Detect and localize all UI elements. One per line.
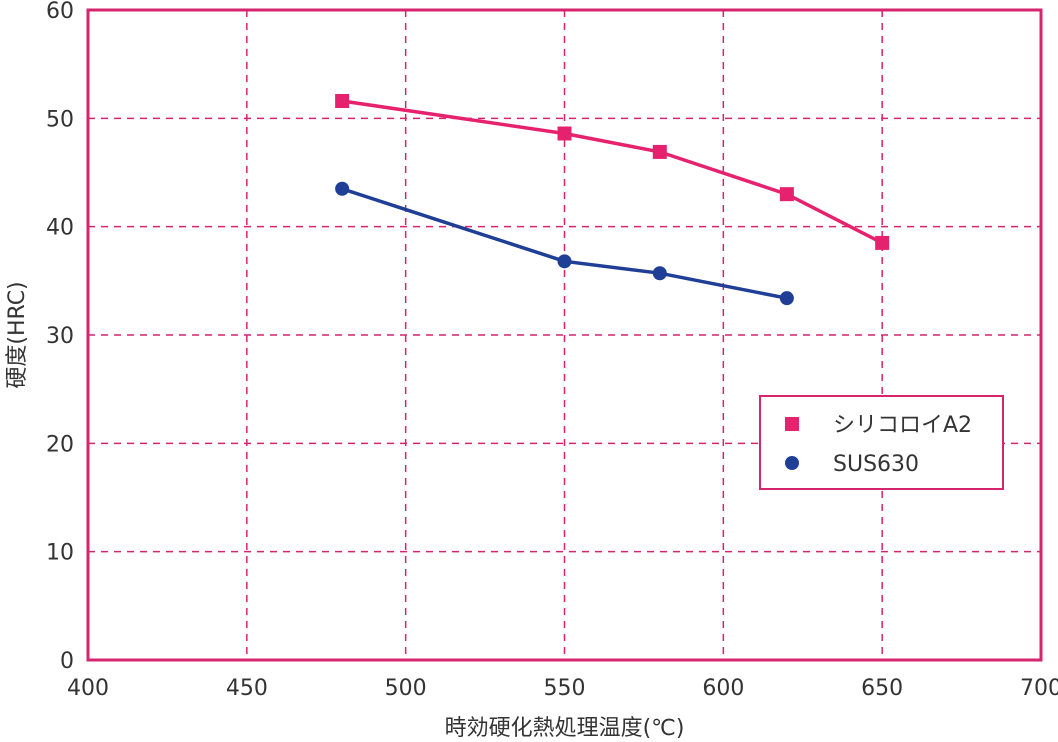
series-group bbox=[335, 94, 890, 306]
plot-frame bbox=[86, 8, 1043, 662]
legend-marker-square bbox=[785, 417, 799, 431]
data-point-circle bbox=[779, 291, 794, 306]
data-point-square bbox=[652, 144, 667, 159]
data-point-square bbox=[335, 94, 350, 108]
legend: シリコロイA2 SUS630 bbox=[759, 395, 1004, 490]
data-point-circle bbox=[652, 266, 667, 281]
y-tick-labels: 0 10 20 30 40 50 60 bbox=[46, 0, 74, 674]
x-tick-label: 500 bbox=[385, 676, 427, 701]
y-tick-label: 20 bbox=[46, 432, 74, 457]
data-point-circle bbox=[557, 254, 572, 269]
x-tick-label: 600 bbox=[702, 676, 744, 701]
data-point-square bbox=[779, 187, 794, 202]
x-axis-label: 時効硬化熱処理温度(℃) bbox=[445, 716, 685, 741]
legend-label-silicolloy-a2: シリコロイA2 bbox=[833, 413, 972, 438]
x-tick-labels: 400 450 500 550 600 650 700 bbox=[67, 676, 1058, 701]
data-point-square bbox=[875, 235, 890, 250]
data-point-circle bbox=[335, 181, 350, 196]
x-tick-label: 550 bbox=[544, 676, 586, 701]
y-tick-label: 40 bbox=[46, 216, 74, 241]
data-point-square bbox=[557, 126, 572, 141]
y-tick-label: 30 bbox=[46, 324, 74, 349]
grid bbox=[88, 10, 1041, 660]
series-line-1 bbox=[341, 187, 788, 300]
y-tick-label: 50 bbox=[46, 107, 74, 132]
legend-label-sus630: SUS630 bbox=[833, 452, 919, 477]
x-tick-label: 400 bbox=[67, 676, 109, 701]
series-line-0 bbox=[341, 99, 883, 245]
x-tick-label: 700 bbox=[1020, 676, 1058, 701]
x-tick-label: 650 bbox=[861, 676, 903, 701]
y-axis-label: 硬度(HRC) bbox=[5, 281, 30, 388]
y-tick-label: 60 bbox=[46, 0, 74, 24]
legend-box bbox=[759, 395, 1004, 490]
y-tick-label: 10 bbox=[46, 541, 74, 566]
y-tick-label: 0 bbox=[60, 649, 74, 674]
x-tick-label: 450 bbox=[226, 676, 268, 701]
legend-marker-circle bbox=[785, 456, 799, 470]
